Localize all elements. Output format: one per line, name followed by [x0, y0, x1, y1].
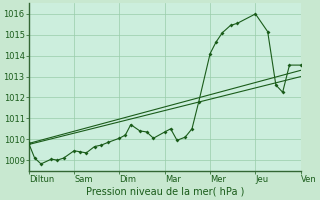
X-axis label: Pression niveau de la mer( hPa ): Pression niveau de la mer( hPa ) [85, 187, 244, 197]
